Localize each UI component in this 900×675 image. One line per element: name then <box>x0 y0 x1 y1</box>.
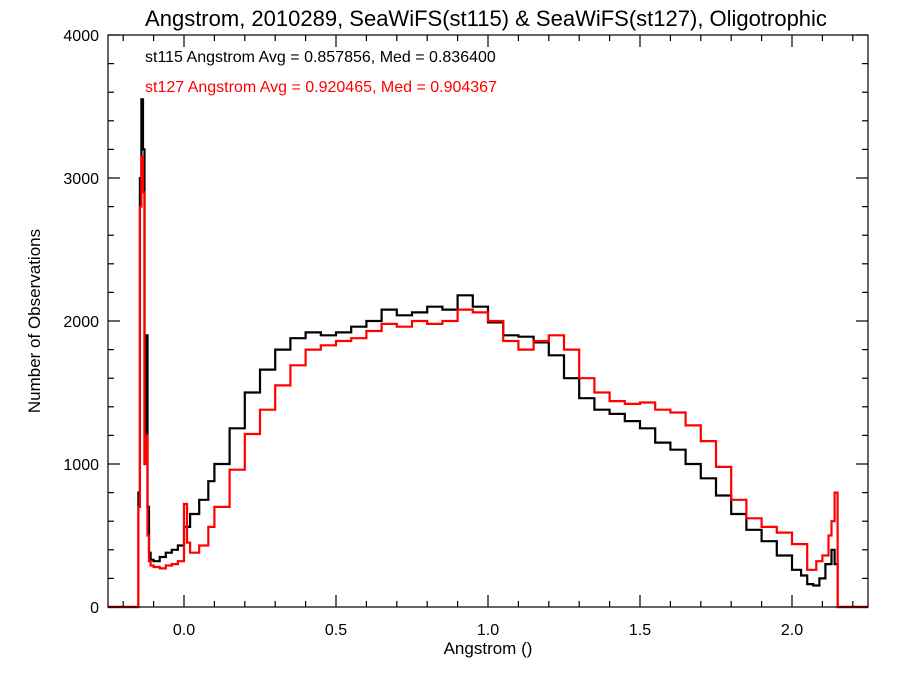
st115-stats-annotation: st115 Angstrom Avg = 0.857856, Med = 0.8… <box>145 49 496 66</box>
x-tick-label: 0.5 <box>325 622 347 639</box>
y-tick-label: 0 <box>90 600 99 617</box>
y-axis-label: Number of Observations <box>25 229 44 413</box>
series-st115-line <box>108 98 868 609</box>
x-tick-label: 0.0 <box>173 622 195 639</box>
y-tick-label: 2000 <box>63 314 99 331</box>
y-tick-label: 3000 <box>63 171 99 188</box>
y-tick-label: 1000 <box>63 457 99 474</box>
x-tick-label: 1.0 <box>477 622 499 639</box>
st127-stats-annotation: st127 Angstrom Avg = 0.920465, Med = 0.9… <box>145 79 497 96</box>
plot-area <box>108 98 868 609</box>
x-tick-label: 1.5 <box>629 622 651 639</box>
y-tick-label: 4000 <box>63 28 99 45</box>
axis-ticks: 0.0 0.5 1.0 1.5 2.0 0 1000 2000 3000 4000 <box>63 28 868 639</box>
series-st127-line <box>108 155 868 609</box>
x-tick-label: 2.0 <box>781 622 803 639</box>
x-axis-label: Angstrom () <box>444 639 533 658</box>
chart-title: Angstrom, 2010289, SeaWiFS(st115) & SeaW… <box>145 6 827 31</box>
